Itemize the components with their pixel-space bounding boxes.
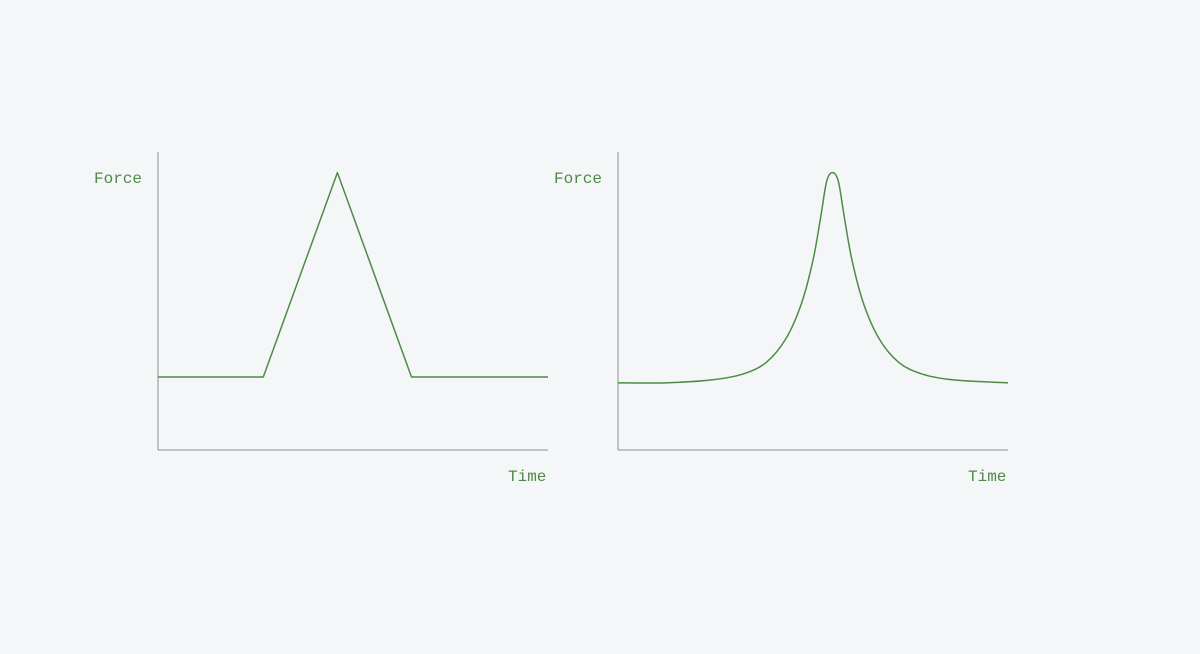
x-axis-label: Time bbox=[508, 468, 546, 486]
chart-plot bbox=[612, 152, 1008, 450]
x-axis-label: Time bbox=[968, 468, 1006, 486]
chart-plot bbox=[152, 152, 548, 450]
right-chart: ForceTime bbox=[618, 158, 1008, 450]
figure-canvas: ForceTimeForceTime bbox=[0, 0, 1200, 654]
data-line bbox=[618, 173, 1008, 383]
left-chart: ForceTime bbox=[158, 158, 548, 450]
y-axis-label: Force bbox=[554, 170, 602, 188]
data-line bbox=[158, 173, 548, 377]
y-axis-label: Force bbox=[94, 170, 142, 188]
